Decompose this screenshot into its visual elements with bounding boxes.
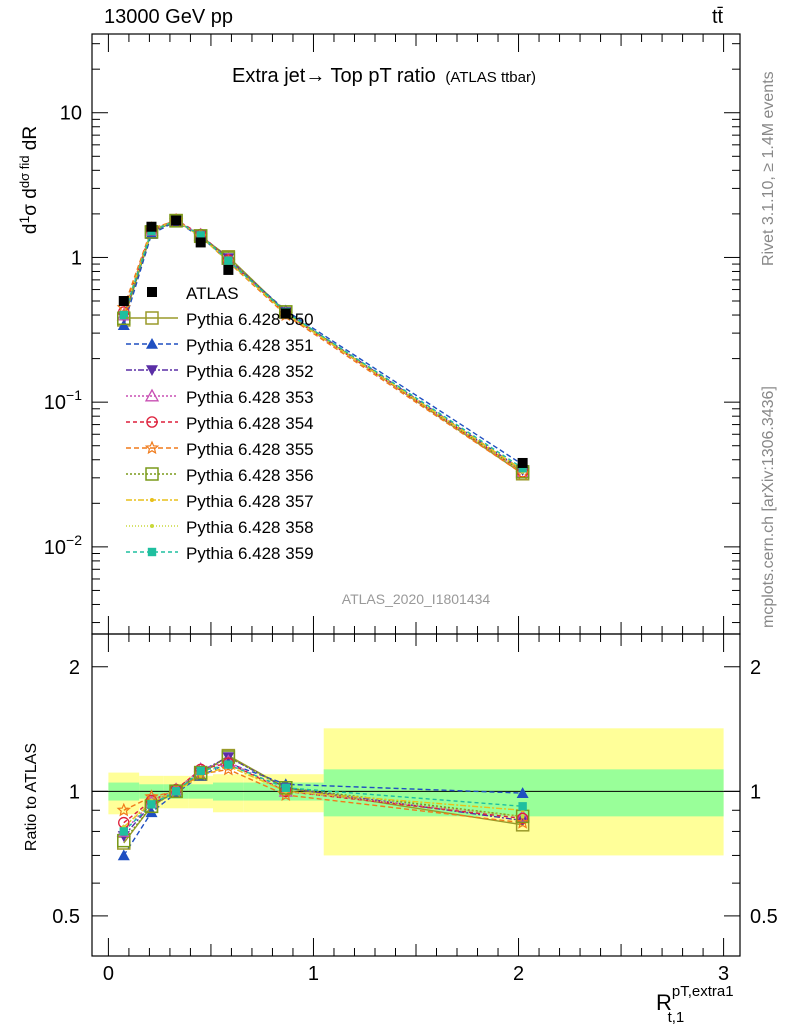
ratio-series-marker: [516, 787, 529, 798]
legend-marker: [144, 440, 160, 455]
data-point: [517, 457, 528, 468]
ratio-series-marker: [516, 812, 529, 825]
x-axis-label: RpT,extra1 t,1: [656, 983, 734, 1024]
data-point: [195, 237, 206, 248]
analysis-watermark: ATLAS_2020_I1801434: [342, 591, 491, 607]
ratio-y-tick-label-right: 2: [750, 657, 761, 679]
ratio-y-tick-label-left: 2: [69, 657, 80, 679]
chart-title: Extra jet→ Top pT ratio (ATLAS ttbar): [232, 65, 536, 87]
ratio-series-marker: [221, 761, 236, 776]
ratio-series-marker: [147, 800, 156, 809]
legend-label: Pythia 6.428 355: [186, 440, 314, 459]
ratio-series-line: [123, 768, 523, 824]
ratio-series-marker: [169, 784, 183, 799]
legend: ATLAS Pythia 6.428 350 Pythia 6.428 351 Pyt…: [126, 284, 314, 563]
process-label: tt̄: [712, 6, 724, 28]
data-point: [171, 215, 182, 226]
data-point: [146, 221, 157, 232]
series-line: [123, 219, 523, 475]
series-marker: [169, 214, 183, 228]
energy-label: 13000 GeV pp: [104, 6, 233, 28]
legend-label: Pythia 6.428 359: [186, 544, 314, 563]
legend-label: ATLAS: [186, 284, 239, 303]
legend-marker: [146, 338, 158, 349]
mcplots-label: mcplots.cern.ch [arXiv:1306.3436]: [760, 386, 777, 628]
x-tick-label: 2: [513, 963, 524, 985]
x-tick-label: 3: [718, 963, 729, 985]
ratio-y-tick-label-left: 0.5: [52, 906, 80, 928]
legend-label: Pythia 6.428 350: [186, 310, 314, 329]
ratio-panel: 2 2 1 1 0.5 0.5 0 1 2 3: [52, 633, 778, 985]
series-marker: [196, 231, 205, 240]
legend-label: Pythia 6.428 351: [186, 336, 314, 355]
ratio-y-tick-label-right: 0.5: [750, 906, 778, 928]
legend-marker: [145, 311, 159, 325]
ratio-series-marker: [171, 787, 181, 796]
series-marker: [518, 463, 527, 473]
ratio-y-axis-label: Ratio to ATLAS: [23, 743, 40, 851]
y-tick-label: 1: [71, 247, 82, 269]
ratio-series-marker: [119, 827, 128, 836]
ratio-series-marker: [193, 765, 208, 780]
ratio-series-marker: [224, 760, 233, 769]
legend-marker: [147, 547, 157, 557]
legend-data-marker: [147, 287, 157, 297]
legend-label: Pythia 6.428 358: [186, 518, 314, 537]
data-point: [118, 296, 129, 307]
data-point: [223, 264, 234, 275]
series-marker: [224, 256, 233, 265]
series-marker: [119, 310, 128, 320]
x-tick-label: 1: [308, 963, 319, 985]
legend-marker: [150, 498, 154, 502]
series-line: [123, 219, 523, 475]
ratio-y-tick-label-left: 1: [69, 781, 80, 803]
legend-label: Pythia 6.428 356: [186, 466, 314, 485]
legend-label: Pythia 6.428 354: [186, 414, 314, 433]
ratio-series-marker: [515, 809, 530, 822]
y-tick-label: 10−2: [44, 532, 82, 559]
y-tick-label: 10−1: [44, 387, 82, 414]
legend-label: Pythia 6.428 357: [186, 492, 314, 511]
rivet-version-label: Rivet 3.1.10, ≥ 1.4M events: [760, 71, 777, 266]
ratio-series-marker: [515, 815, 530, 829]
legend-marker: [146, 365, 158, 376]
ratio-series-marker: [279, 781, 293, 795]
ratio-series-marker: [281, 783, 290, 792]
data-point: [280, 308, 291, 319]
series-marker: [515, 466, 530, 480]
ratio-series-marker: [196, 766, 205, 776]
ratio-y-tick-label-right: 1: [750, 781, 761, 803]
y-tick-label: 10: [60, 103, 82, 125]
ratio-series-marker: [520, 814, 525, 819]
legend-label: Pythia 6.428 352: [186, 362, 314, 381]
legend-marker: [144, 388, 160, 402]
legend-marker: [150, 524, 154, 528]
legend-label: Pythia 6.428 353: [186, 388, 314, 407]
ratio-series-marker: [116, 802, 131, 817]
ratio-series-marker: [117, 849, 130, 861]
x-tick-label: 0: [103, 963, 114, 985]
ratio-series-marker: [518, 802, 527, 811]
legend-marker: [146, 416, 158, 428]
main-panel: 10 1 10−1 10−2: [44, 33, 741, 635]
main-y-axis-label: d1σ ddσ fid dR: [16, 126, 41, 234]
ratio-series-marker: [278, 787, 293, 802]
legend-marker: [145, 467, 159, 481]
